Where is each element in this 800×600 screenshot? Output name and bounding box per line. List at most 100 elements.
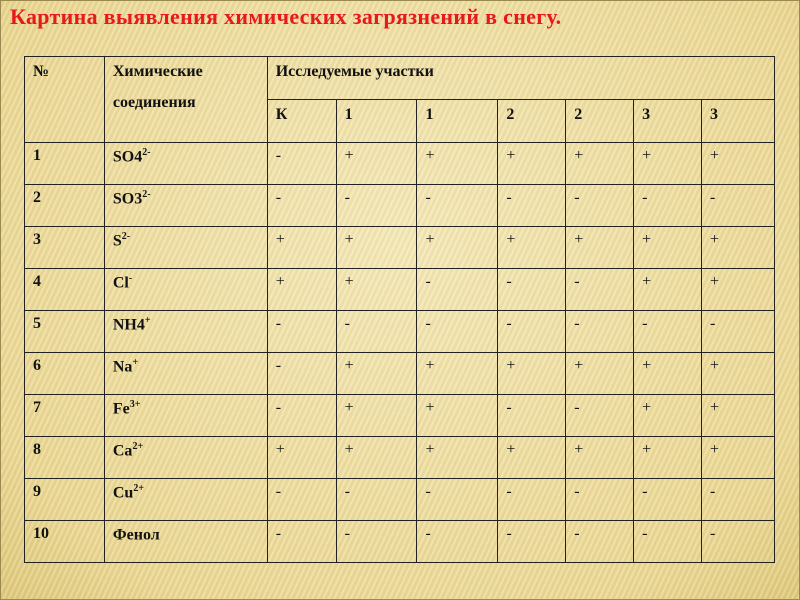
compound-formula: S xyxy=(112,232,122,250)
row-number: 2 xyxy=(24,184,105,227)
table-row: 7 Fe3+ - + + - - + + xyxy=(24,394,775,437)
table-row: 10 Фенол - - - - - - - xyxy=(24,520,775,563)
row-number: 3 xyxy=(24,226,105,269)
site-header: 2 xyxy=(565,99,635,143)
result-cell: - xyxy=(497,310,567,353)
result-cell: - xyxy=(266,352,337,395)
result-cell: - xyxy=(565,478,635,521)
site-header: 3 xyxy=(633,99,703,143)
result-cell: + xyxy=(266,226,337,269)
row-number: 4 xyxy=(24,268,105,311)
result-cell: + xyxy=(701,268,775,311)
result-cell: + xyxy=(335,142,418,185)
row-number: 9 xyxy=(24,478,105,521)
result-cell: - xyxy=(633,520,703,563)
result-cell: + xyxy=(633,268,703,311)
result-cell: + xyxy=(497,436,567,479)
result-cell: - xyxy=(266,184,337,227)
header-compound-line1: Химические xyxy=(112,63,203,80)
compound-name: Ca2+ xyxy=(103,436,268,479)
compound-formula: Ca xyxy=(112,442,133,460)
result-cell: - xyxy=(266,394,337,437)
compound-charge: 2+ xyxy=(132,441,144,452)
compound-formula: Na xyxy=(112,358,133,376)
table-row: 4 Cl- + + - - - + + xyxy=(24,268,775,311)
result-cell: - xyxy=(416,310,499,353)
header-no: № xyxy=(24,56,105,143)
result-cell: + xyxy=(701,436,775,479)
compound-name: Na+ xyxy=(103,352,268,395)
header-compound: Химические соединения xyxy=(103,56,268,143)
compound-formula: SO4 xyxy=(112,148,143,166)
results-table: № Химические соединения Исследуемые участ… xyxy=(24,56,776,563)
result-cell: + xyxy=(633,394,703,437)
site-header: 2 xyxy=(497,99,567,143)
result-cell: - xyxy=(266,142,337,185)
header-row: № Химические соединения Исследуемые участ… xyxy=(24,56,776,143)
compound-charge: 2- xyxy=(142,189,151,200)
result-cell: - xyxy=(335,478,418,521)
result-cell: - xyxy=(701,520,775,563)
site-header: 1 xyxy=(416,99,499,143)
result-cell: - xyxy=(416,478,499,521)
result-cell: + xyxy=(266,268,337,311)
result-cell: - xyxy=(633,310,703,353)
result-cell: - xyxy=(497,520,567,563)
result-cell: - xyxy=(633,184,703,227)
result-cell: - xyxy=(266,478,337,521)
row-number: 10 xyxy=(24,520,105,563)
result-cell: - xyxy=(416,520,499,563)
result-cell: - xyxy=(497,268,567,311)
result-cell: + xyxy=(335,226,418,269)
result-cell: - xyxy=(633,478,703,521)
table-row: 1 SO42- - + + + + + + xyxy=(24,142,775,185)
result-cell: + xyxy=(497,226,567,269)
result-cell: - xyxy=(266,310,337,353)
result-cell: - xyxy=(565,394,635,437)
row-number: 5 xyxy=(24,310,105,353)
table-row: 9 Cu2+ - - - - - - - xyxy=(24,478,775,521)
result-cell: + xyxy=(335,394,418,437)
result-cell: + xyxy=(633,352,703,395)
result-cell: + xyxy=(701,142,775,185)
table-row: 3 S2- + + + + + + + xyxy=(24,226,775,269)
slide-title: Картина выявления химических загрязнений… xyxy=(10,4,562,29)
compound-charge: + xyxy=(132,357,139,368)
site-header: К xyxy=(266,99,337,143)
result-cell: + xyxy=(335,436,418,479)
result-cell: + xyxy=(701,394,775,437)
result-cell: + xyxy=(335,268,418,311)
result-cell: - xyxy=(416,268,499,311)
row-number: 1 xyxy=(24,142,105,185)
compound-name: SO42- xyxy=(103,142,268,185)
result-cell: + xyxy=(416,352,499,395)
compound-name: Cl- xyxy=(103,268,268,311)
compound-charge: 2- xyxy=(142,147,151,158)
result-cell: + xyxy=(416,394,499,437)
row-number: 7 xyxy=(24,394,105,437)
result-cell: + xyxy=(565,142,635,185)
site-header: 1 xyxy=(335,99,418,143)
compound-formula: NH4 xyxy=(112,316,145,334)
compound-charge: + xyxy=(144,315,151,326)
result-cell: - xyxy=(335,520,418,563)
result-cell: + xyxy=(497,142,567,185)
result-cell: + xyxy=(565,352,635,395)
result-cell: - xyxy=(565,184,635,227)
compound-name: NH4+ xyxy=(103,310,268,353)
result-cell: - xyxy=(335,310,418,353)
header-sites: Исследуемые участки xyxy=(266,56,776,100)
compound-charge: 2+ xyxy=(133,483,145,494)
result-cell: - xyxy=(416,184,499,227)
row-number: 8 xyxy=(24,436,105,479)
site-header: 3 xyxy=(701,99,775,143)
result-cell: + xyxy=(416,226,499,269)
result-cell: + xyxy=(701,352,775,395)
result-cell: - xyxy=(497,478,567,521)
result-cell: + xyxy=(633,142,703,185)
result-cell: - xyxy=(701,310,775,353)
result-cell: - xyxy=(565,268,635,311)
compound-formula: Cu xyxy=(112,484,134,502)
compound-charge: 2- xyxy=(121,231,131,242)
